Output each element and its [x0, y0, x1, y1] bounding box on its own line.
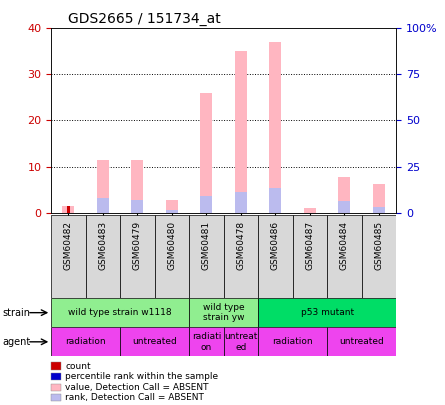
Bar [120, 215, 155, 298]
Bar [51, 215, 85, 298]
Text: GSM60479: GSM60479 [133, 221, 142, 271]
Bar [224, 327, 258, 356]
Text: GSM60484: GSM60484 [340, 221, 349, 270]
Text: untreated: untreated [132, 337, 177, 346]
Text: value, Detection Call = ABSENT: value, Detection Call = ABSENT [65, 383, 209, 392]
Text: GSM60480: GSM60480 [167, 221, 176, 271]
Bar [51, 298, 189, 327]
Text: untreat
ed: untreat ed [224, 332, 258, 352]
Text: GDS2665 / 151734_at: GDS2665 / 151734_at [69, 12, 221, 26]
Text: rank, Detection Call = ABSENT: rank, Detection Call = ABSENT [65, 393, 204, 402]
Text: GSM60485: GSM60485 [374, 221, 383, 271]
Bar [258, 327, 327, 356]
Text: GSM60478: GSM60478 [236, 221, 245, 271]
Text: wild type strain w1118: wild type strain w1118 [69, 308, 172, 317]
Text: strain: strain [2, 308, 30, 318]
Bar [166, 200, 178, 213]
Bar [189, 215, 224, 298]
Bar [155, 215, 189, 298]
Bar [97, 160, 109, 213]
Text: wild type
strain yw: wild type strain yw [203, 303, 244, 322]
Text: radiation: radiation [272, 337, 313, 346]
Bar [258, 298, 396, 327]
Text: GSM60481: GSM60481 [202, 221, 211, 271]
Bar [97, 198, 109, 213]
Bar [327, 327, 396, 356]
Text: radiati
on: radiati on [192, 332, 221, 352]
Text: radiation: radiation [65, 337, 106, 346]
Text: p53 mutant: p53 mutant [300, 308, 354, 317]
Bar [258, 215, 293, 298]
Bar [373, 207, 385, 213]
Bar [327, 215, 362, 298]
Bar [51, 327, 120, 356]
Text: untreated: untreated [339, 337, 384, 346]
Text: GSM60482: GSM60482 [64, 221, 73, 270]
Bar [362, 215, 396, 298]
Bar [86, 215, 120, 298]
Bar [62, 206, 74, 213]
Text: GSM60483: GSM60483 [98, 221, 107, 271]
Bar [304, 208, 316, 213]
Bar [120, 327, 189, 356]
Bar [235, 51, 247, 213]
Bar [338, 201, 350, 213]
Bar [189, 298, 258, 327]
Bar [224, 215, 258, 298]
Bar [131, 200, 143, 213]
Text: GSM60486: GSM60486 [271, 221, 280, 271]
Text: percentile rank within the sample: percentile rank within the sample [65, 372, 218, 381]
Bar [373, 183, 385, 213]
Bar [166, 210, 178, 213]
Bar [67, 206, 70, 213]
Bar [235, 192, 247, 213]
Bar [189, 327, 224, 356]
Bar [269, 188, 281, 213]
Text: agent: agent [2, 337, 30, 347]
Bar [338, 177, 350, 213]
Text: GSM60487: GSM60487 [305, 221, 314, 271]
Text: count: count [65, 362, 91, 371]
Bar [269, 42, 281, 213]
Bar [200, 93, 212, 213]
Bar [131, 160, 143, 213]
Bar [200, 196, 212, 213]
Bar [293, 215, 327, 298]
